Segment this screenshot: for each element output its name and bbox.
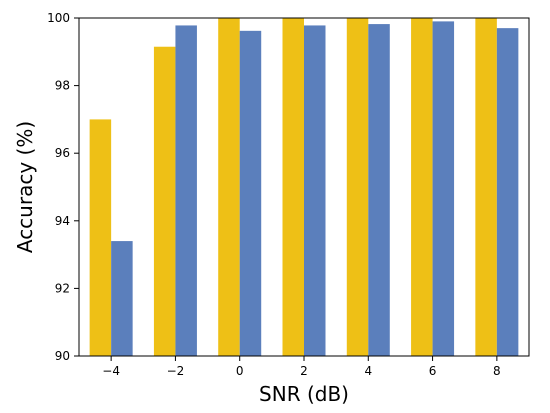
y-axis-title: Accuracy (%): [13, 121, 37, 253]
y-tick-label: 94: [55, 214, 70, 228]
x-axis-title: SNR (dB): [259, 382, 349, 406]
bar-series-1-cat-1: [153, 46, 176, 356]
x-tick-label: 8: [493, 364, 501, 378]
bar-series-2-cat-4: [368, 24, 390, 357]
x-tick-label: 2: [300, 364, 308, 378]
x-tick-label: −2: [167, 364, 185, 378]
y-tick-label: 96: [55, 146, 70, 160]
bar-series-2-cat-5: [432, 21, 455, 356]
y-tick-label: 98: [55, 79, 70, 93]
bar-series-1-cat-6: [475, 18, 497, 356]
x-tick-label: −4: [102, 364, 120, 378]
bars-group: [89, 18, 519, 357]
bar-series-2-cat-0: [111, 241, 133, 356]
x-tick-label: 0: [236, 364, 244, 378]
bar-series-2-cat-1: [175, 25, 197, 356]
y-tick-label: 90: [55, 349, 70, 363]
bar-series-1-cat-5: [411, 18, 433, 356]
bar-series-2-cat-6: [496, 28, 519, 356]
y-tick-label: 92: [55, 281, 70, 295]
x-tick-label: 4: [364, 364, 372, 378]
x-axis: −4 −2 0 2 4 6 8: [102, 356, 501, 378]
bar-series-2-cat-3: [304, 25, 326, 356]
bar-series-1-cat-2: [218, 18, 240, 356]
bar-series-1-cat-4: [346, 18, 369, 356]
y-axis: 90 92 94 96 98 100: [47, 11, 79, 363]
bar-series-2-cat-2: [239, 30, 262, 357]
y-tick-label: 100: [47, 11, 70, 25]
bar-series-1-cat-3: [282, 18, 304, 356]
bar-series-1-cat-0: [89, 119, 112, 357]
x-tick-label: 6: [429, 364, 437, 378]
